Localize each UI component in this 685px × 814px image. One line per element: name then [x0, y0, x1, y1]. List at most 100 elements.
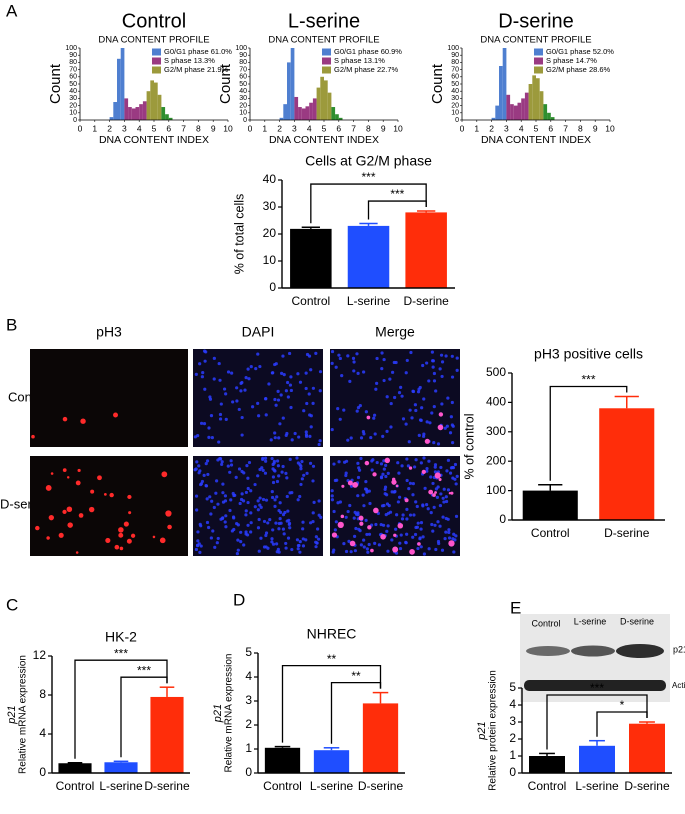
cell — [434, 547, 438, 552]
cell — [35, 525, 40, 531]
cell — [407, 440, 411, 444]
cell — [356, 461, 360, 465]
y-axis-gene: p21 — [6, 705, 18, 724]
x-tick-label: D-serine — [604, 526, 650, 540]
cell — [217, 361, 221, 366]
legend-label: G0/G1 phase 61.0% — [164, 47, 232, 56]
cell — [238, 501, 242, 506]
cell — [202, 422, 207, 426]
histogram-bar — [502, 48, 507, 120]
cell — [427, 379, 431, 383]
cell — [421, 504, 425, 508]
histogram-bar — [128, 107, 132, 120]
significance-bracket — [310, 183, 427, 224]
cell — [256, 508, 260, 512]
cell — [423, 486, 427, 490]
cell — [224, 525, 228, 529]
y-tick-label: 10 — [451, 110, 459, 117]
cell — [284, 546, 288, 550]
cell — [366, 550, 370, 554]
cell — [229, 498, 233, 502]
cell — [298, 380, 303, 384]
cell — [282, 532, 286, 536]
cell — [384, 463, 388, 467]
x-axis-label: DNA CONTENT INDEX — [99, 134, 209, 146]
cell — [347, 480, 353, 486]
cell — [435, 495, 440, 500]
cell — [304, 434, 309, 438]
cell — [296, 498, 300, 502]
y-tick-label: 0 — [509, 765, 516, 779]
cell — [285, 380, 290, 385]
cell — [368, 501, 372, 506]
cell — [267, 382, 271, 386]
cell — [441, 515, 445, 519]
y-tick-label: 400 — [486, 395, 506, 409]
cell — [299, 467, 303, 471]
cell — [205, 459, 210, 463]
cell — [308, 413, 312, 417]
cell — [392, 546, 399, 553]
cell — [275, 459, 280, 463]
cell — [241, 499, 246, 503]
cell — [446, 458, 451, 462]
cell — [284, 541, 288, 546]
cell — [337, 521, 344, 529]
panel-label: D — [233, 590, 245, 609]
cell — [290, 491, 294, 495]
x-tick-label: 3 — [122, 123, 127, 133]
cell — [204, 350, 208, 354]
cell — [396, 461, 400, 465]
y-tick-label: 50 — [69, 81, 77, 88]
band-label: p21 — [673, 644, 685, 654]
cell — [208, 395, 212, 399]
cell — [62, 509, 67, 514]
cell — [119, 546, 124, 551]
cell — [240, 433, 244, 437]
cell — [434, 472, 441, 479]
cell — [440, 374, 444, 379]
cell — [349, 550, 353, 554]
cell — [256, 401, 260, 405]
cell — [394, 527, 398, 531]
cell — [427, 459, 431, 463]
cell — [223, 494, 228, 498]
y-tick-label: 5 — [509, 680, 516, 694]
cell — [286, 536, 291, 540]
significance-label: * — [620, 698, 625, 712]
y-tick-label: 4 — [509, 697, 516, 711]
cell — [413, 403, 417, 407]
cell — [288, 526, 292, 530]
cell — [430, 522, 434, 527]
histogram-bar — [305, 106, 310, 120]
histogram-bar — [524, 92, 529, 120]
cell — [348, 379, 352, 383]
cell — [353, 534, 357, 538]
cell — [261, 457, 265, 461]
cell — [447, 536, 452, 540]
cell — [432, 440, 436, 445]
cell — [379, 462, 384, 466]
y-axis-label: Relative protein expression — [488, 670, 499, 791]
y-axis-label: Relative mRNA expression — [224, 654, 235, 773]
legend-swatch — [152, 48, 161, 56]
cell — [194, 494, 199, 498]
cell — [400, 517, 405, 521]
cell — [276, 389, 280, 393]
histogram-bar — [528, 84, 533, 120]
cell — [446, 517, 450, 521]
cell — [280, 470, 284, 474]
cell — [311, 464, 316, 468]
cell — [256, 352, 260, 356]
cell — [256, 526, 261, 530]
cell — [239, 530, 243, 534]
panel-label: E — [510, 598, 521, 617]
cell — [209, 536, 213, 540]
cell — [433, 465, 437, 469]
cell — [422, 456, 426, 460]
cell — [330, 427, 334, 432]
cell — [239, 389, 243, 393]
histogram-bar — [290, 48, 295, 120]
cell — [223, 520, 227, 524]
